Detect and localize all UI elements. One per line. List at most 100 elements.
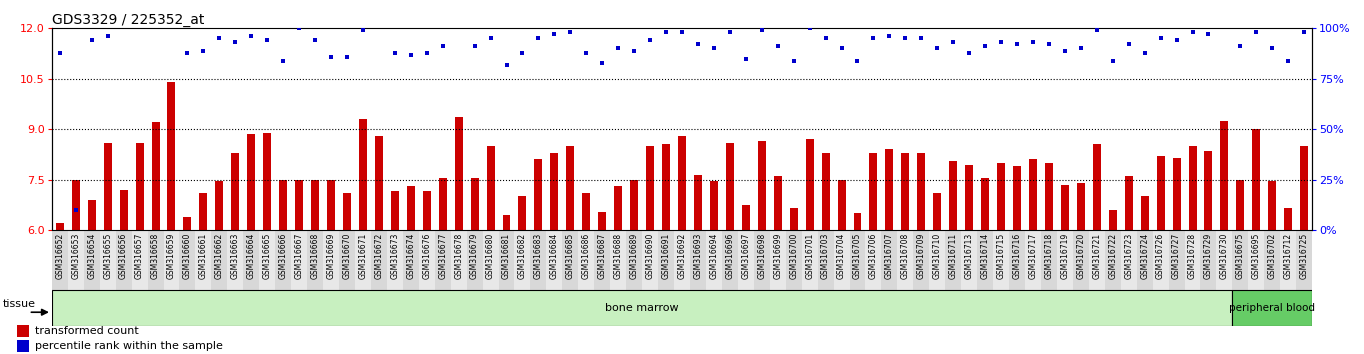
- Bar: [323, 230, 340, 290]
- Text: GSM316710: GSM316710: [933, 233, 941, 279]
- Point: [607, 46, 629, 51]
- Bar: [1252, 129, 1260, 230]
- Point: [1086, 28, 1108, 33]
- Bar: [854, 213, 862, 230]
- Point: [878, 34, 900, 39]
- Text: GSM316683: GSM316683: [533, 233, 543, 279]
- Bar: [280, 180, 288, 230]
- Point: [959, 50, 981, 55]
- Point: [895, 36, 917, 41]
- Bar: [1013, 166, 1022, 230]
- Text: GDS3329 / 225352_at: GDS3329 / 225352_at: [52, 13, 205, 27]
- Text: GSM316675: GSM316675: [1236, 233, 1245, 280]
- Point: [1245, 29, 1267, 35]
- Bar: [1184, 230, 1200, 290]
- Text: GSM316680: GSM316680: [486, 233, 495, 279]
- Point: [767, 44, 788, 49]
- Bar: [232, 153, 239, 230]
- Point: [400, 52, 421, 57]
- Bar: [1248, 230, 1264, 290]
- Bar: [1204, 151, 1213, 230]
- Text: GSM316730: GSM316730: [1219, 233, 1229, 280]
- Text: GSM316708: GSM316708: [900, 233, 910, 279]
- Text: GSM316720: GSM316720: [1076, 233, 1086, 279]
- Text: GSM316694: GSM316694: [709, 233, 719, 280]
- Point: [1214, 19, 1236, 25]
- Point: [1293, 29, 1315, 35]
- Text: GSM316696: GSM316696: [726, 233, 734, 280]
- Text: GSM316674: GSM316674: [406, 233, 415, 280]
- Text: GSM316688: GSM316688: [614, 233, 623, 279]
- Text: GSM316727: GSM316727: [1172, 233, 1181, 279]
- Text: GSM316704: GSM316704: [837, 233, 846, 280]
- Bar: [342, 193, 351, 230]
- Bar: [1041, 230, 1057, 290]
- Bar: [599, 212, 606, 230]
- Text: GSM316668: GSM316668: [311, 233, 319, 279]
- Point: [304, 38, 326, 43]
- Point: [1102, 58, 1124, 63]
- Point: [1166, 38, 1188, 43]
- Bar: [518, 196, 527, 230]
- Bar: [16, 325, 30, 337]
- Bar: [614, 187, 622, 230]
- Point: [336, 54, 357, 59]
- Text: GSM316686: GSM316686: [582, 233, 591, 279]
- Point: [495, 62, 517, 68]
- Text: GSM316664: GSM316664: [247, 233, 256, 280]
- Bar: [402, 230, 419, 290]
- Bar: [817, 230, 833, 290]
- Text: GSM316660: GSM316660: [183, 233, 192, 280]
- Point: [80, 38, 102, 43]
- Bar: [1188, 146, 1196, 230]
- Bar: [722, 230, 738, 290]
- Point: [416, 50, 438, 55]
- Bar: [1157, 156, 1165, 230]
- Text: GSM316655: GSM316655: [104, 233, 112, 280]
- Text: GSM316670: GSM316670: [342, 233, 352, 280]
- Point: [464, 44, 486, 49]
- Text: GSM316677: GSM316677: [438, 233, 447, 280]
- Bar: [1169, 230, 1184, 290]
- Bar: [454, 118, 462, 230]
- Point: [113, 17, 135, 23]
- Text: GSM316654: GSM316654: [87, 233, 97, 280]
- Bar: [391, 192, 398, 230]
- Point: [847, 58, 869, 63]
- Text: GSM316693: GSM316693: [693, 233, 702, 280]
- Point: [352, 28, 374, 33]
- Bar: [423, 192, 431, 230]
- Text: GSM316652: GSM316652: [56, 233, 64, 279]
- Text: GSM316685: GSM316685: [566, 233, 574, 279]
- Bar: [1153, 230, 1169, 290]
- Bar: [1125, 176, 1132, 230]
- Bar: [259, 230, 276, 290]
- Point: [1150, 36, 1172, 41]
- Bar: [311, 180, 319, 230]
- Bar: [16, 340, 30, 353]
- Text: transformed count: transformed count: [35, 326, 139, 336]
- Point: [383, 50, 405, 55]
- Point: [719, 29, 741, 35]
- Bar: [116, 230, 131, 290]
- Bar: [595, 230, 610, 290]
- Text: GSM316663: GSM316663: [231, 233, 240, 280]
- Text: GSM316671: GSM316671: [359, 233, 367, 279]
- Text: GSM316726: GSM316726: [1157, 233, 1165, 279]
- Point: [831, 46, 852, 51]
- Bar: [707, 230, 722, 290]
- Bar: [885, 149, 893, 230]
- Bar: [104, 143, 112, 230]
- Text: GSM316679: GSM316679: [471, 233, 479, 280]
- Bar: [821, 153, 829, 230]
- Point: [480, 36, 502, 41]
- Text: percentile rank within the sample: percentile rank within the sample: [35, 341, 224, 352]
- Text: GSM316689: GSM316689: [630, 233, 638, 279]
- Point: [447, 17, 469, 23]
- Bar: [945, 230, 962, 290]
- Text: GSM316709: GSM316709: [917, 233, 926, 280]
- Bar: [742, 205, 750, 230]
- Point: [862, 36, 884, 41]
- Text: GSM316691: GSM316691: [662, 233, 671, 279]
- Text: tissue: tissue: [3, 299, 35, 309]
